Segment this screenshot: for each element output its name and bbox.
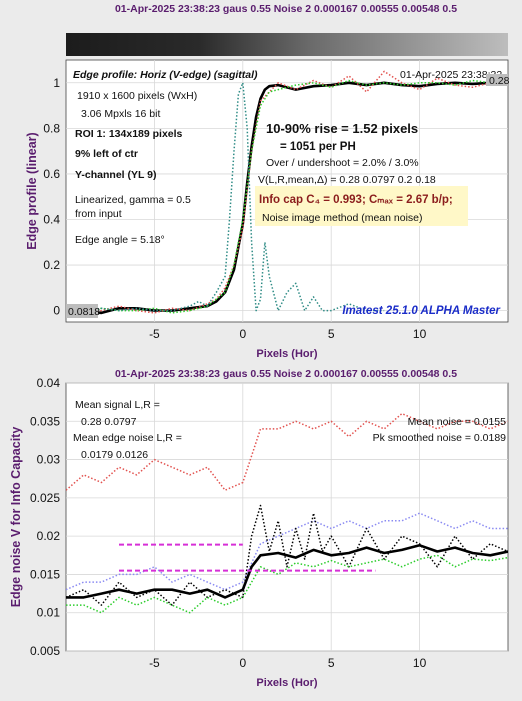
noise-series-green-dotted bbox=[66, 554, 508, 614]
noise-y-tick-label: 0.04 bbox=[37, 376, 61, 390]
noise-method-label: Noise image method (mean noise) bbox=[262, 212, 423, 224]
edge-profile-timestamp: 01-Apr-2025 23:38:32 bbox=[400, 69, 502, 81]
edge-x-tick-label: 5 bbox=[328, 327, 335, 341]
edge-profile-series bbox=[66, 70, 508, 315]
noise-y-tick-label: 0.005 bbox=[30, 644, 60, 658]
noise-series-black-solid bbox=[66, 543, 508, 599]
pk-noise-label: Pk smoothed noise = 0.0189 bbox=[373, 432, 507, 444]
edge-y-tick-label: 0.6 bbox=[43, 167, 60, 181]
info-capacity-label: Info cap C₄ = 0.993; Cₘₐₓ = 2.67 b/p; bbox=[259, 194, 453, 206]
right-level-marker bbox=[486, 74, 508, 86]
left-level-value: 0.0818 bbox=[68, 306, 100, 318]
bottom-y-axis-label: Edge noise V for Info Capacity bbox=[9, 427, 23, 608]
left-level-marker bbox=[66, 304, 98, 318]
rise-per-ph-label: = 1051 per PH bbox=[280, 141, 356, 153]
linearized-source-label: from input bbox=[75, 208, 122, 220]
edge-profile-title: Edge profile: Horiz (V-edge) (sagittal) bbox=[73, 69, 258, 81]
edge-profile-ticks: -5 0 5 10 0 0.2 0.4 0.6 0.8 1 bbox=[43, 76, 426, 341]
edge-y-tick-label: 1 bbox=[53, 76, 60, 90]
noise-x-tick-label: -5 bbox=[149, 656, 160, 670]
roi-location-label: 9% left of ctr bbox=[75, 148, 138, 160]
noise-plot-area bbox=[65, 382, 509, 652]
mpxls-label: 3.06 Mpxls 16 bit bbox=[81, 108, 160, 120]
noise-y-tick-label: 0.015 bbox=[30, 567, 60, 581]
edge-y-tick-label: 0.4 bbox=[43, 212, 60, 226]
dims-label: 1910 x 1600 pixels (WxH) bbox=[77, 90, 197, 102]
bottom-figure-header: 01-Apr-2025 23:38:23 gaus 0.55 Noise 2 0… bbox=[115, 368, 457, 380]
bottom-x-axis-label: Pixels (Hor) bbox=[256, 677, 317, 689]
noise-y-tick-label: 0.03 bbox=[37, 453, 61, 467]
noise-y-tick-label: 0.025 bbox=[30, 491, 60, 505]
noise-x-tick-label: 5 bbox=[328, 656, 335, 670]
info-capacity-box bbox=[255, 186, 468, 226]
edge-series-green-dotted bbox=[66, 79, 508, 314]
edge-noise-values: 0.0179 0.0126 bbox=[81, 449, 148, 461]
mean-signal-values: 0.28 0.0797 bbox=[81, 416, 137, 428]
edge-y-tick-label: 0 bbox=[53, 304, 60, 318]
top-figure-header: 01-Apr-2025 23:38:23 gaus 0.55 Noise 2 0… bbox=[115, 3, 457, 15]
noise-y-tick-label: 0.01 bbox=[37, 606, 61, 620]
overshoot-label: Over / undershoot = 2.0% / 3.0% bbox=[266, 157, 419, 169]
noise-series-red-dotted bbox=[66, 412, 508, 491]
channel-label: Y-channel (YL 9) bbox=[75, 169, 157, 181]
top-y-axis-label: Edge profile (linear) bbox=[25, 132, 39, 249]
noise-y-tick-label: 0.02 bbox=[37, 529, 61, 543]
linearized-label: Linearized, gamma = 0.5 bbox=[75, 194, 191, 206]
noise-ticks: -5 0 5 10 0.005 0.01 0.015 0.02 0.025 0.03 0.035 0.… bbox=[30, 376, 427, 670]
v-stats-label: V(L,R,mean,Δ) = 0.28 0.0797 0.2 0.18 bbox=[258, 174, 436, 186]
imatest-watermark: Imatest 25.1.0 ALPHA Master bbox=[342, 305, 500, 317]
right-level-value: 0.28 bbox=[489, 75, 510, 87]
noise-series-blue-dotted bbox=[66, 512, 508, 591]
mean-signal-label: Mean signal L,R = bbox=[75, 399, 160, 411]
edge-x-tick-label: -5 bbox=[149, 327, 160, 341]
edge-image-strip bbox=[66, 33, 508, 56]
edge-noise-label: Mean edge noise L,R = bbox=[73, 432, 182, 444]
noise-grid bbox=[66, 382, 508, 652]
edge-series-teal-dotted bbox=[66, 82, 385, 312]
edge-x-tick-label: 0 bbox=[239, 327, 246, 341]
mean-noise-label: Mean noise = 0.0155 bbox=[408, 416, 507, 428]
top-x-axis-label: Pixels (Hor) bbox=[256, 348, 317, 360]
noise-y-tick-label: 0.035 bbox=[30, 414, 60, 428]
rise-label: 10-90% rise = 1.52 pixels bbox=[266, 121, 418, 136]
noise-x-tick-label: 0 bbox=[239, 656, 246, 670]
noise-x-tick-label: 10 bbox=[413, 656, 427, 670]
noise-series bbox=[66, 412, 508, 614]
edge-angle-label: Edge angle = 5.18° bbox=[75, 234, 165, 246]
roi-label: ROI 1: 134x189 pixels bbox=[75, 128, 183, 140]
edge-y-tick-label: 0.8 bbox=[43, 121, 60, 135]
noise-series-black-dotted bbox=[66, 504, 508, 606]
edge-x-tick-label: 10 bbox=[413, 327, 427, 341]
edge-y-tick-label: 0.2 bbox=[43, 258, 60, 272]
